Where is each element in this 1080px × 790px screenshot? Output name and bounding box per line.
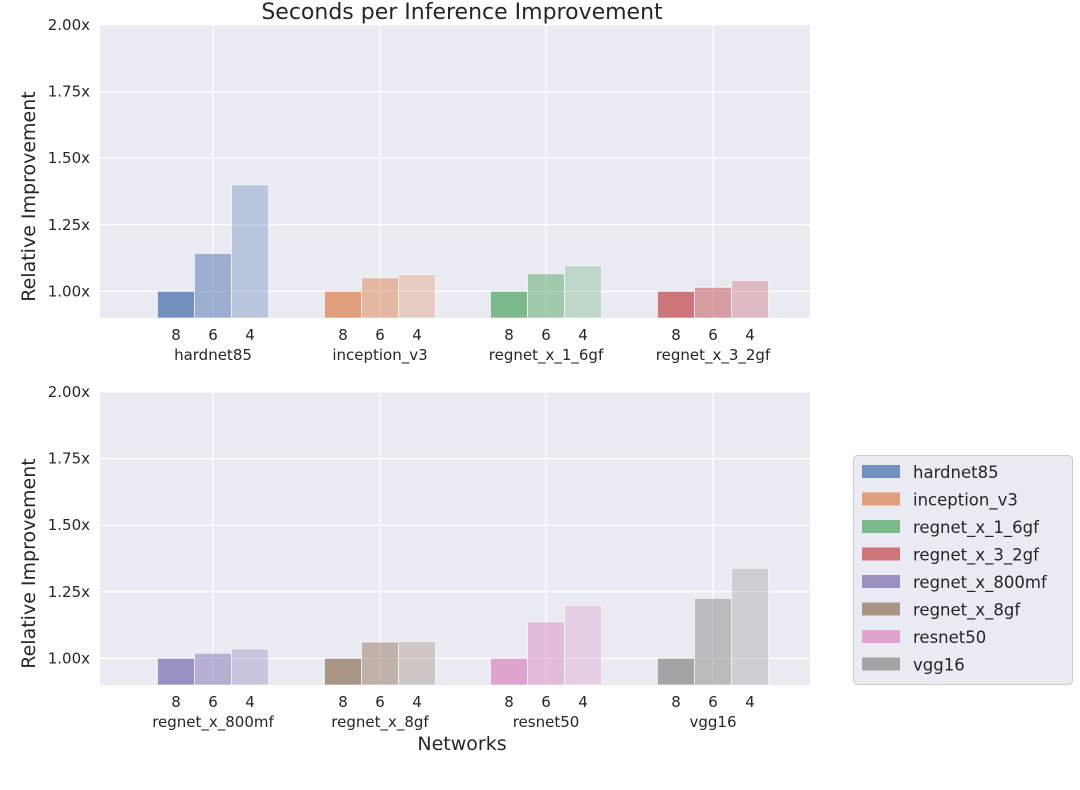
- bar-tick-label: 8: [671, 693, 681, 711]
- legend-label: regnet_x_8gf: [913, 601, 1021, 621]
- bar: [157, 290, 195, 319]
- bar: [361, 277, 399, 319]
- category-label: resnet50: [513, 713, 580, 731]
- bar: [324, 657, 362, 686]
- y-tick-label: 1.75x: [48, 450, 90, 468]
- y-axis-label: Relative Improvement: [18, 91, 40, 301]
- bar: [657, 290, 695, 319]
- bar: [231, 648, 269, 686]
- bar: [398, 641, 436, 686]
- bar-tick-label: 8: [504, 693, 514, 711]
- x-axis-label: Networks: [417, 733, 506, 755]
- bar: [157, 657, 195, 686]
- legend-label: regnet_x_3_2gf: [913, 546, 1040, 566]
- panel-2: 1.00x 1.25x 1.50x 1.75x 2.00x Relative Improv…: [18, 383, 810, 732]
- category-label: hardnet85: [174, 346, 252, 364]
- bar: [527, 621, 565, 686]
- bar-tick-label: 4: [412, 326, 422, 344]
- y-tick-label: 1.25x: [48, 583, 90, 601]
- legend-swatch: [862, 492, 900, 506]
- category-label: regnet_x_3_2gf: [656, 346, 771, 365]
- y-tick-label: 1.75x: [48, 83, 90, 101]
- bar-tick-label: 6: [708, 326, 718, 344]
- bar-tick-label: 4: [578, 326, 588, 344]
- legend-swatch: [862, 547, 900, 561]
- bar: [731, 279, 769, 319]
- y-axis-label: Relative Improvement: [18, 458, 40, 668]
- bar: [694, 286, 732, 319]
- legend: hardnet85 inception_v3 regnet_x_1_6gfregne…: [853, 455, 1073, 685]
- bar-tick-label: 4: [745, 326, 755, 344]
- bar: [194, 253, 232, 319]
- bar-tick-label: 4: [578, 693, 588, 711]
- legend-swatch: [862, 520, 900, 533]
- bar: [657, 657, 695, 686]
- bar-tick-label: 8: [338, 693, 348, 711]
- bar: [694, 597, 732, 686]
- y-tick-label: 2.00x: [48, 383, 90, 401]
- bar-tick-label: 6: [208, 693, 218, 711]
- chart-title: Seconds per Inference Improvement: [261, 0, 663, 25]
- bar-tick-label: 4: [745, 693, 755, 711]
- bar-tick-label: 4: [245, 693, 255, 711]
- legend-label: resnet50: [913, 628, 986, 647]
- legend-swatch: [862, 602, 900, 616]
- bar-tick-label: 4: [412, 693, 422, 711]
- bar-tick-label: 8: [338, 326, 348, 344]
- bar-tick-label: 6: [375, 693, 385, 711]
- y-tick-label: 1.25x: [48, 216, 90, 234]
- bar-tick-label: 6: [541, 693, 551, 711]
- plot-area: [100, 392, 810, 685]
- legend-label: regnet_x_1_6gf: [913, 518, 1040, 538]
- category-label: regnet_x_8gf: [331, 713, 429, 732]
- y-tick-label: 1.50x: [48, 149, 90, 167]
- bar: [564, 265, 602, 319]
- legend-label: regnet_x_800mf: [913, 573, 1048, 593]
- bar: [324, 290, 362, 319]
- bar: [564, 604, 602, 686]
- panel-1: 1.00x 1.25x 1.50x 1.75x 2.00x Relative Improv…: [18, 16, 810, 365]
- bar: [361, 641, 399, 686]
- y-tick-label: 2.00x: [48, 16, 90, 34]
- bar: [231, 184, 269, 319]
- bar-tick-label: 6: [375, 326, 385, 344]
- bar-tick-label: 8: [504, 326, 514, 344]
- legend-swatch: [862, 465, 900, 478]
- bar-tick-label: 6: [208, 326, 218, 344]
- legend-box: [853, 455, 1073, 685]
- legend-label: inception_v3: [913, 491, 1018, 511]
- category-label: vgg16: [689, 713, 736, 731]
- legend-label: vgg16: [913, 656, 965, 675]
- category-label: regnet_x_800mf: [152, 713, 274, 732]
- bar-tick-label: 8: [171, 326, 181, 344]
- y-tick-label: 1.00x: [48, 282, 90, 300]
- bar: [490, 290, 528, 319]
- bar: [194, 652, 232, 686]
- bar: [527, 273, 565, 319]
- category-label: regnet_x_1_6gf: [489, 346, 604, 365]
- bar: [731, 567, 769, 686]
- legend-swatch: [862, 630, 900, 643]
- bar: [398, 274, 436, 319]
- y-tick-label: 1.50x: [48, 516, 90, 534]
- legend-label: hardnet85: [913, 463, 999, 482]
- bar-tick-label: 8: [671, 326, 681, 344]
- legend-swatch: [862, 657, 900, 671]
- bar: [490, 657, 528, 686]
- y-tick-label: 1.00x: [48, 649, 90, 667]
- legend-swatch: [862, 575, 900, 588]
- bar-tick-label: 6: [541, 326, 551, 344]
- bar-tick-label: 6: [708, 693, 718, 711]
- bar-tick-label: 4: [245, 326, 255, 344]
- bar-tick-label: 8: [171, 693, 181, 711]
- category-label: inception_v3: [332, 346, 427, 365]
